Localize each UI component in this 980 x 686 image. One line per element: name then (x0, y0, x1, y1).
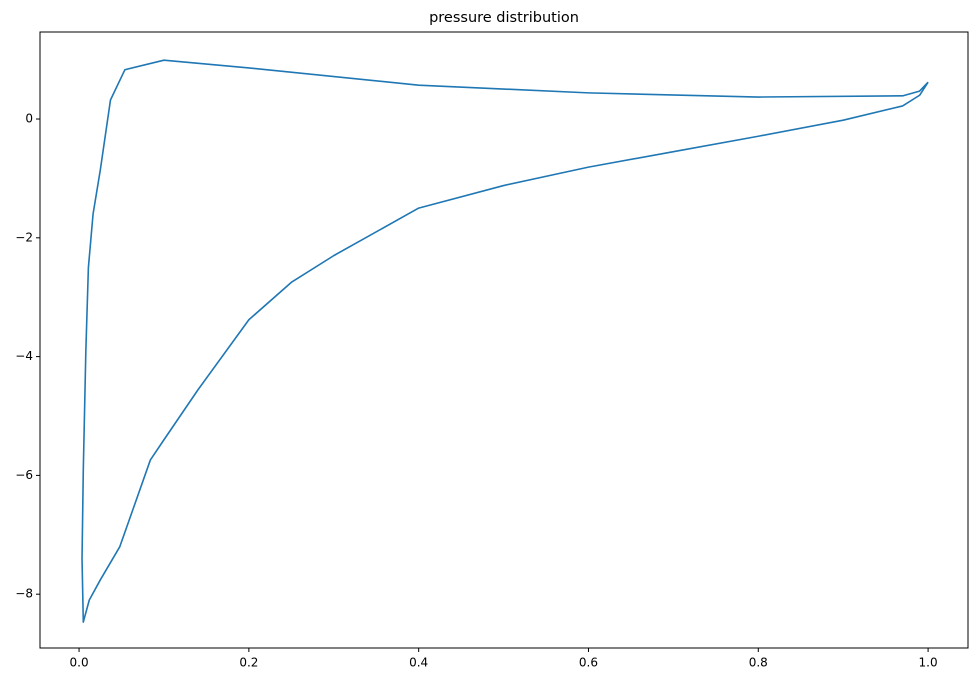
x-tick-label: 0.2 (239, 656, 258, 670)
plot-frame (39, 31, 969, 649)
x-tick-label: 1.0 (919, 656, 938, 670)
x-tick-label: 0.6 (579, 656, 598, 670)
x-tick-label: 0.4 (409, 656, 428, 670)
chart-title: pressure distribution (429, 10, 579, 26)
y-tick-label: −6 (15, 468, 33, 482)
y-tick-label: 0 (25, 112, 33, 126)
y-tick-label: −8 (15, 587, 33, 601)
line-series (81, 59, 929, 623)
x-tick-label: 0.8 (749, 656, 768, 670)
y-tick-label: −2 (15, 230, 33, 244)
y-tick-label: −4 (15, 349, 33, 363)
x-tick-label: 0.0 (70, 656, 89, 670)
